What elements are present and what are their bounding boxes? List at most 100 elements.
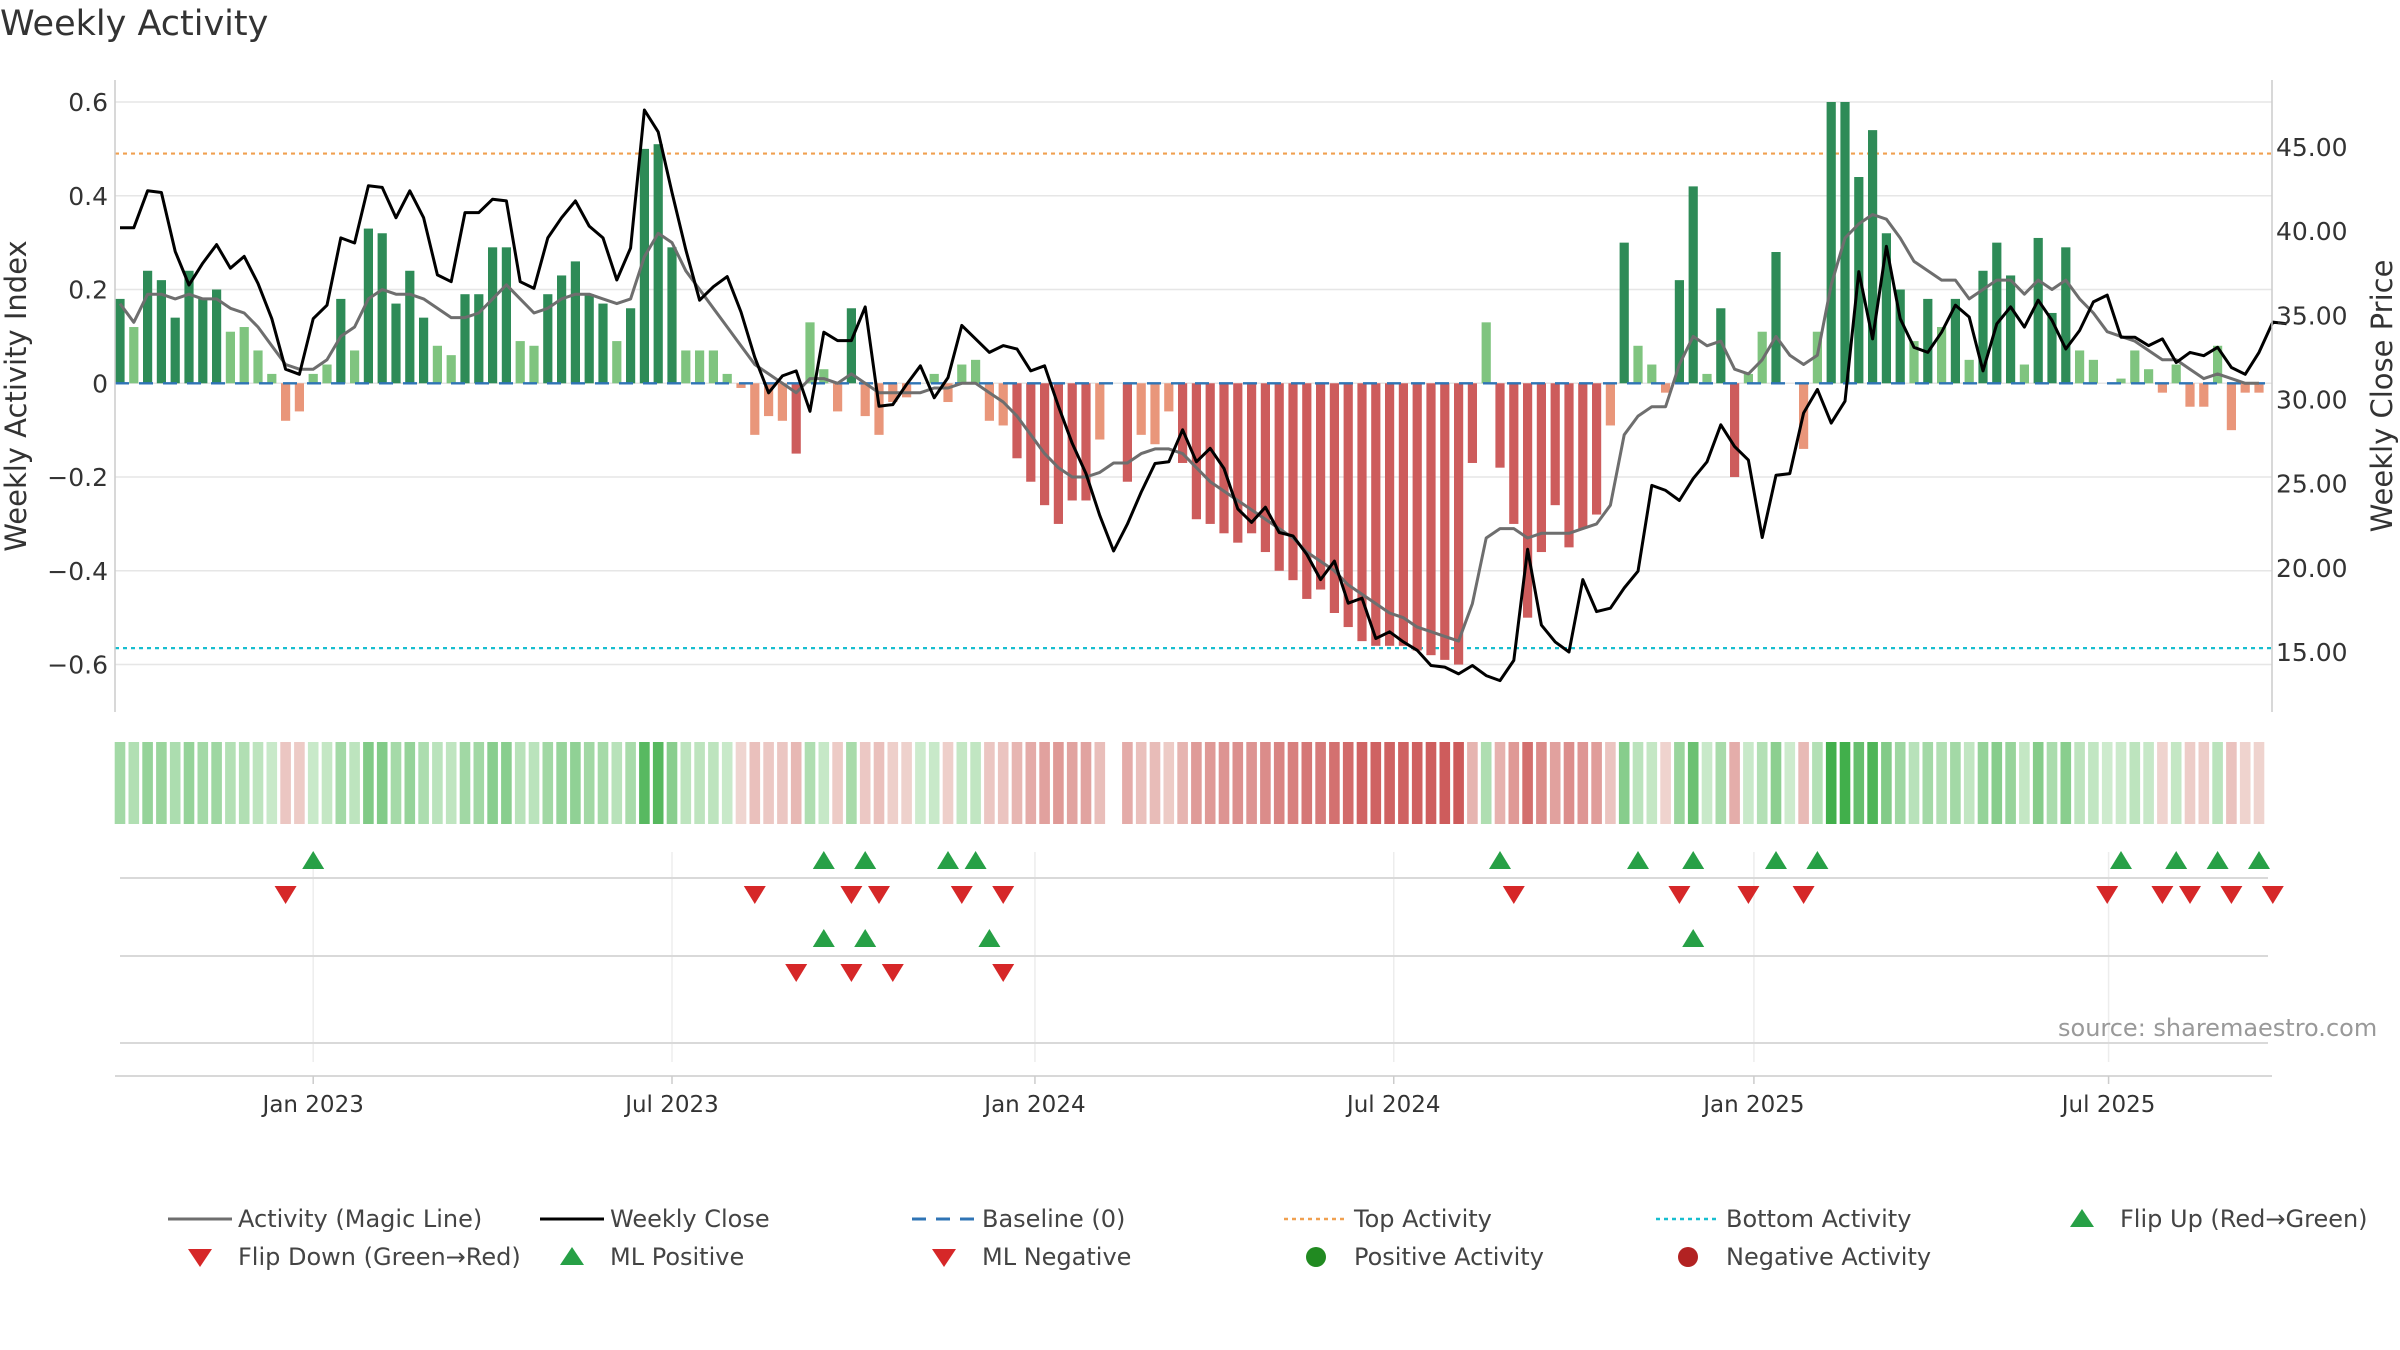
heat-strip-cell [1135,742,1147,824]
ml-positive-marker [812,929,835,947]
heat-strip-cell [363,742,374,824]
heat-strip-cell [1687,742,1699,824]
activity-bar [198,298,208,384]
heat-strip-cell [432,742,443,824]
heat-strip-cell [1674,742,1685,824]
activity-bar [225,331,235,384]
heat-strip-cell [1549,742,1561,824]
heat-strip-cell [1011,742,1023,824]
heat-strip-cell [611,742,623,824]
heat-strip-cell [1536,742,1547,824]
activity-bar [2019,364,2029,384]
activity-bar [777,383,787,421]
heat-strip-cell [252,742,264,824]
activity-bar [1260,383,1270,553]
heat-strip-cell [501,742,512,824]
activity-bar [1040,383,1050,506]
heat-strip-cell [1825,742,1837,824]
heat-strip-cell [859,742,871,824]
heat-strip-cell [1729,742,1740,824]
heat-strip-cell [225,742,236,824]
heat-strip-cell [2226,742,2237,824]
activity-bar [253,350,263,384]
heat-strip-cell [1867,742,1878,824]
heat-strip-cell [804,742,816,824]
activity-bar [1274,383,1284,571]
x-tick-label: Jan 2023 [261,1092,364,1118]
activity-bar [1992,242,2002,384]
heat-strip-cell [266,742,278,824]
heat-strip-cell [1232,742,1244,824]
flip-down-marker [743,886,766,904]
heat-strip-cell [680,742,692,824]
legend-label: Flip Up (Red→Green) [2120,1205,2368,1233]
flip-up-marker [1489,851,1511,869]
activity-bar [322,364,332,384]
heat-strip-cell [2101,742,2113,824]
heat-strip-cell [2143,742,2154,824]
activity-bar [874,383,884,435]
activity-bar [1178,383,1188,463]
heat-strip-cell [1329,742,1340,824]
x-tick-label: Jul 2023 [623,1092,719,1118]
activity-bar [2088,359,2098,384]
activity-bar [156,280,166,384]
heat-strip-cell [1260,742,1271,824]
heat-strip-cell [128,742,140,824]
activity-bar [1578,383,1588,529]
heat-strip-cell [1701,742,1713,824]
heat-strip-cell [1646,742,1658,824]
heat-strip-cell [1315,742,1326,824]
y-right-tick-label: 25.00 [2276,470,2348,499]
ml-positive-marker [978,929,1001,947]
activity-bar [1053,383,1063,524]
activity-bar [750,383,760,435]
activity-bar [1771,252,1781,384]
flip-down-marker [950,886,973,904]
heat-strip-cell [445,742,457,824]
heat-strip-cell [2005,742,2016,824]
heat-strip-cell [721,742,733,824]
legend-label: Bottom Activity [1726,1205,1912,1233]
legend-label: Activity (Magic Line) [238,1205,483,1233]
weekly-close-line [120,108,2287,683]
heat-strip-cell [2088,742,2099,824]
heat-strip-cell [873,742,885,824]
activity-bar [2144,369,2154,384]
legend-label: ML Negative [982,1243,1132,1271]
heat-strip-cell [2115,742,2127,824]
chart-legend: Activity (Magic Line) Weekly Close Baselin… [0,1204,2400,1284]
legend-item: Positive Activity [1284,1243,1544,1271]
legend-swatch [540,1243,604,1271]
activity-bar [1454,383,1464,665]
heat-strip-cell [652,742,664,824]
legend-item: Flip Down (Green→Red) [168,1243,521,1271]
heat-strip-cell [1522,742,1533,824]
activity-bar [1233,383,1243,543]
activity-bar [488,247,498,384]
flip-up-marker [854,851,877,869]
heat-strip-cell [1094,742,1106,824]
flip-up-marker [1765,851,1787,869]
y-right-tick-label: 45.00 [2276,133,2348,162]
heat-strip-cell [197,742,209,824]
y-right-tick-label: 20.00 [2276,554,2348,583]
heat-strip-cell [625,742,636,824]
activity-bar [1481,322,1491,384]
flip-up-marker [812,851,835,869]
heat-strip-cell [735,742,747,824]
heat-strip-cell [570,742,581,824]
flip-up-marker [302,851,325,869]
y-right-tick-label: 40.00 [2276,217,2348,246]
activity-bar [1592,383,1602,515]
activity-bar [1895,289,1905,384]
activity-bar [543,294,553,384]
activity-bar [2075,350,2085,384]
flip-down-marker [1502,886,1525,904]
activity-bar [212,289,222,384]
heat-strip-cell [942,742,954,824]
heat-strip-cell [238,742,250,824]
activity-bar [695,350,705,384]
heat-strip-cell [1618,742,1630,824]
activity-bar [2171,364,2181,384]
